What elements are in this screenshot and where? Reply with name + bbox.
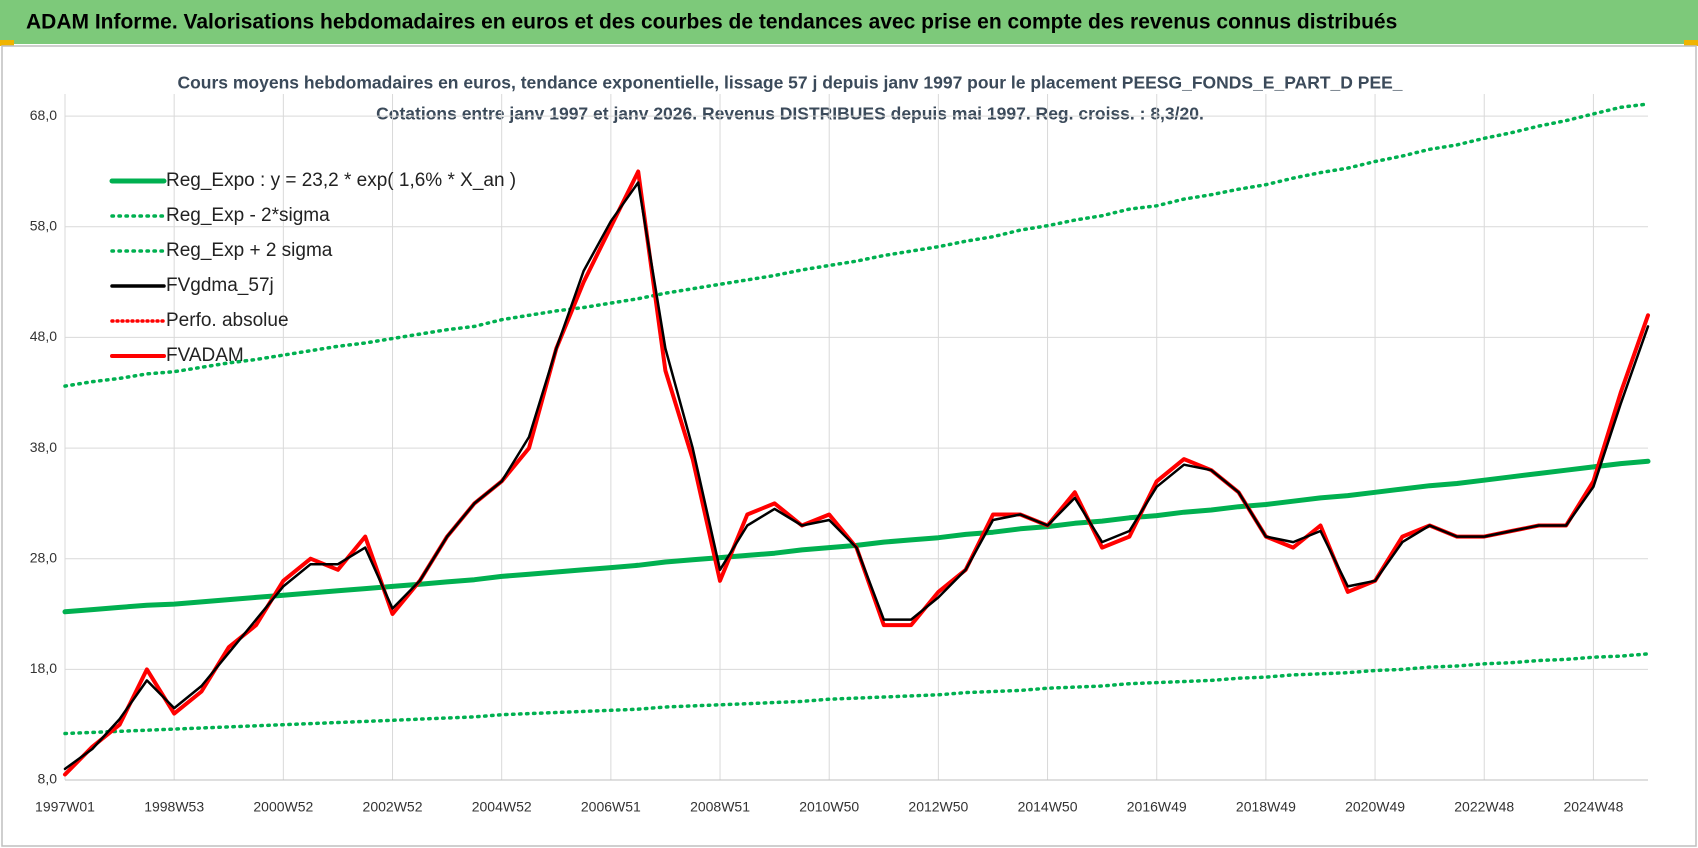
chart-border <box>1 45 1697 847</box>
corner <box>1684 40 1698 46</box>
legend-label: Reg_Expo : y = 23,2 * exp( 1,6% * X_an ) <box>166 170 516 191</box>
chart-title: Cours moyens hebdomadaires en euros, ten… <box>177 73 1402 93</box>
x-tick-label: 2020W49 <box>1345 799 1405 815</box>
legend-label: FVgdma_57j <box>166 275 274 296</box>
legend-label: FVADAM <box>166 345 244 366</box>
x-tick-label: 2014W50 <box>1018 799 1078 815</box>
x-tick-label: 2000W52 <box>253 799 313 815</box>
y-tick-label: 58,0 <box>30 217 57 233</box>
x-tick-label: 2012W50 <box>908 799 968 815</box>
x-tick-label: 2024W48 <box>1563 799 1623 815</box>
x-tick-label: 2004W52 <box>472 799 532 815</box>
x-tick-label: 2008W51 <box>690 799 750 815</box>
series-line <box>63 102 1650 388</box>
header-bar <box>0 0 1698 44</box>
header-title: ADAM Informe. Valorisations hebdomadaire… <box>26 11 1397 34</box>
chart-subtitle: Cotations entre janv 1997 et janv 2026. … <box>376 104 1204 124</box>
x-tick-label: 1998W53 <box>144 799 204 815</box>
y-tick-label: 68,0 <box>30 107 57 123</box>
x-tick-label: 2002W52 <box>363 799 423 815</box>
y-tick-label: 18,0 <box>30 660 57 676</box>
x-tick-label: 2016W49 <box>1127 799 1187 815</box>
x-tick-label: 2006W51 <box>581 799 641 815</box>
y-tick-label: 8,0 <box>38 771 58 787</box>
legend-label: Perfo. absolue <box>166 310 289 331</box>
series-line <box>63 181 1650 771</box>
x-tick-label: 1997W01 <box>35 799 95 815</box>
x-tick-label: 2022W48 <box>1454 799 1514 815</box>
y-tick-label: 28,0 <box>30 549 57 565</box>
y-tick-label: 48,0 <box>30 328 57 344</box>
legend-label: Reg_Exp - 2*sigma <box>166 205 330 226</box>
series-line <box>63 652 1650 736</box>
x-tick-label: 2018W49 <box>1236 799 1296 815</box>
legend-label: Reg_Exp + 2 sigma <box>166 240 333 261</box>
corner <box>0 40 14 46</box>
x-tick-label: 2010W50 <box>799 799 859 815</box>
y-tick-label: 38,0 <box>30 439 57 455</box>
